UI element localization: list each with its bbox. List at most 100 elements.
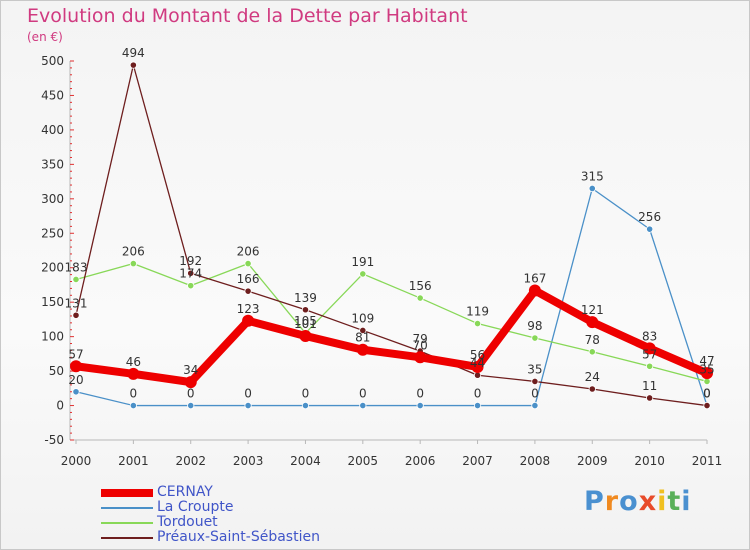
data-label: 0 [531,387,539,401]
data-label: 101 [294,317,317,331]
data-point [301,306,310,314]
data-point [588,385,596,393]
data-label: 167 [523,271,546,285]
data-label: 57 [642,347,657,361]
chart-title: Evolution du Montant de la Dette par Hab… [27,5,468,27]
y-tick-label: 200 [41,261,64,275]
x-tick-label: 2001 [118,454,149,468]
series-line-cernay [72,286,711,387]
x-tick-label: 2003 [233,454,264,468]
logo-letter: i [681,486,692,517]
data-point [359,326,367,335]
series-line-tordouet [75,262,708,383]
data-point [414,351,427,364]
data-label: 11 [642,379,657,393]
data-point [129,401,137,410]
data-point [703,377,711,386]
data-point [701,367,713,380]
logo-letter: i [657,486,668,517]
data-point [416,401,424,410]
data-label: 123 [237,302,260,316]
data-label: 56 [470,348,485,362]
data-label: 0 [416,387,424,401]
data-label: 315 [581,169,604,183]
data-label: 105 [294,314,317,328]
data-label: 79 [413,332,428,346]
data-point [646,362,654,370]
y-tick-label: 500 [41,54,64,68]
data-point [301,401,310,410]
data-label: 0 [244,387,252,401]
data-point [588,184,596,193]
data-point [473,319,482,328]
data-point [703,401,711,410]
data-point [356,343,369,356]
y-tick-label: 0 [56,399,64,413]
chart-subtitle: (en €) [27,30,63,44]
data-point [72,311,80,319]
data-label: 139 [294,291,317,305]
y-tick-label: 250 [41,226,64,240]
y-tick-label: 150 [41,295,64,309]
data-label: 119 [466,305,489,319]
logo-letter: t [667,486,682,517]
logo-letter: o [619,486,639,517]
y-tick-label: 450 [41,88,64,102]
data-point [646,225,654,233]
series-line-la-croupte [75,187,708,407]
data-label: 0 [703,387,711,401]
data-point [187,269,195,277]
data-point [184,376,197,389]
data-label: 0 [474,387,482,401]
data-point [187,282,195,290]
legend-swatch [101,522,153,524]
y-tick-label: 100 [41,330,64,344]
data-point [129,61,137,69]
data-point [473,371,482,379]
data-label: 35 [699,362,714,376]
legend-swatch [101,507,153,509]
data-point [127,367,140,380]
x-tick-label: 2011 [692,454,723,468]
x-tick-label: 2004 [290,454,321,468]
logo-letter: r [604,486,620,517]
data-label: 46 [126,355,141,369]
x-tick-label: 2006 [405,454,436,468]
data-label: 47 [699,354,714,368]
legend-swatch [101,537,153,539]
y-tick-label: 50 [49,364,64,378]
logo-letter: P [584,486,605,517]
data-label: 70 [413,338,428,352]
x-tick-label: 2009 [577,454,608,468]
data-label: 24 [585,370,600,384]
y-tick-label: -50 [44,433,64,447]
data-label: 98 [527,319,542,333]
x-tick-label: 2000 [61,454,92,468]
data-label: 78 [585,333,600,347]
data-point [299,329,312,342]
legend-label: Tordouet [157,514,218,530]
data-point [72,275,80,284]
data-point [129,259,137,268]
data-point [416,294,424,302]
data-point [244,401,252,410]
data-point [531,401,539,410]
y-tick-label: 300 [41,192,64,206]
data-point [531,334,539,342]
data-point [242,314,255,327]
data-label: 206 [237,245,260,259]
data-label: 183 [65,260,88,274]
data-label: 131 [65,296,88,310]
data-point [244,287,252,295]
data-point [473,401,482,410]
series-line-pr-aux-saint-s-bastien [75,64,708,407]
data-point [359,401,367,410]
data-label: 256 [638,210,661,224]
x-tick-label: 2007 [462,454,493,468]
legend-label: La Croupte [157,499,234,515]
y-tick-label: 350 [41,157,64,171]
logo-letter: x [638,486,658,517]
data-label: 0 [130,387,138,401]
data-label: 166 [237,272,260,286]
data-label: 494 [122,46,145,60]
